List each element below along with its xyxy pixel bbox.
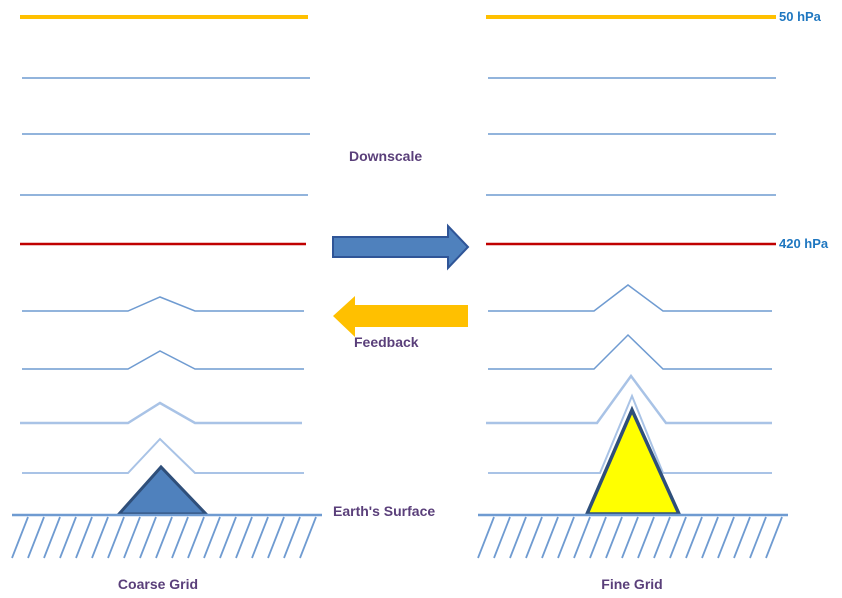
fine-grid-panel: Fine Grid	[477, 15, 788, 592]
coarse-terrain-following-line	[22, 437, 304, 474]
coarse-terrain-following-line	[22, 296, 304, 312]
fine-surface-hatching	[477, 516, 783, 559]
coarse-terrain-following-line	[22, 350, 304, 370]
fine-terrain-following-line	[486, 373, 772, 425]
arrow-left-icon	[333, 296, 468, 337]
earth-surface-label: Earth's Surface	[333, 503, 435, 519]
fine-terrain-following-line	[488, 284, 772, 312]
downscale-label: Downscale	[349, 148, 422, 164]
feedback-label: Feedback	[354, 334, 419, 350]
top-pressure-label: 50 hPa	[779, 9, 822, 24]
fine-grid-label: Fine Grid	[601, 576, 662, 592]
coarse-terrain-following-line	[20, 401, 302, 425]
fine-terrain-following-line	[488, 393, 772, 474]
coarse-grid-panel: Coarse Grid	[11, 15, 322, 592]
arrow-right-icon	[332, 223, 470, 271]
coarse-grid-label: Coarse Grid	[118, 576, 198, 592]
coarse-surface-hatching	[11, 516, 317, 559]
coarse-terrain-mountain	[115, 464, 210, 516]
fine-terrain-mountain	[584, 405, 682, 516]
mid-pressure-label: 420 hPa	[779, 236, 829, 251]
fine-terrain-following-line	[488, 333, 772, 370]
